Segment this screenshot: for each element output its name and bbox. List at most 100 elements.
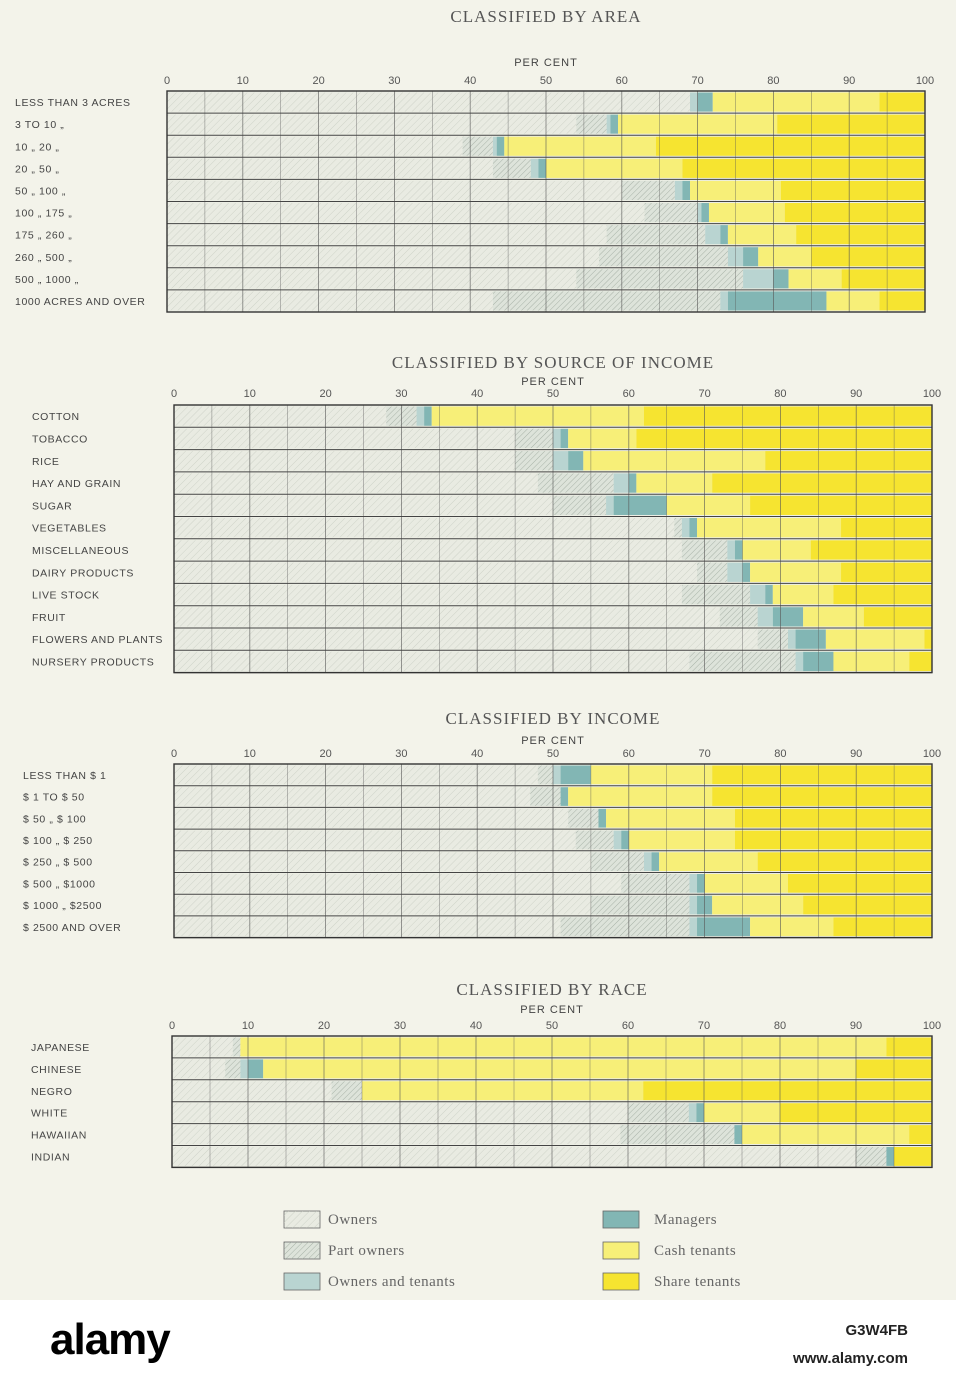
bar-hatch-part-owners bbox=[537, 765, 553, 785]
axis-label: PER CENT bbox=[521, 735, 585, 747]
bar-segment-cash-tenants bbox=[712, 92, 880, 112]
bar-segment-managers bbox=[720, 225, 728, 245]
bar-segment-cash-tenants bbox=[568, 428, 637, 449]
legend-item-cash-tenants: Cash tenants bbox=[602, 1241, 736, 1260]
category-label: 3 TO 10 „ bbox=[15, 119, 64, 131]
stacked-bar-charts: CLASSIFIED BY AREA PER CENT 0 10 20 30 40 50 60 7… bbox=[15, 7, 941, 1291]
bar-hatch-part-owners bbox=[628, 1103, 689, 1123]
category-label: $ 250 „ $ 500 bbox=[23, 857, 93, 869]
bar-segment-share-tenants bbox=[712, 787, 932, 806]
plot-frame bbox=[166, 90, 926, 313]
tick-label: 10 bbox=[242, 1020, 254, 1032]
tick-label: 100 bbox=[923, 388, 941, 400]
bar-segment-cash-tenants bbox=[697, 518, 842, 538]
tick-label: 40 bbox=[464, 75, 476, 87]
tick-label: 100 bbox=[923, 1020, 941, 1032]
bar-hatch-owners bbox=[167, 269, 577, 289]
category-label: 10 „ 20 „ bbox=[15, 141, 60, 153]
legend-swatch-hatch bbox=[284, 1211, 320, 1228]
tick-label: 100 bbox=[916, 75, 934, 87]
category-label: FRUIT bbox=[32, 612, 66, 624]
bar-segment-share-tenants bbox=[712, 765, 932, 785]
category-label: $ 1000 „ $2500 bbox=[23, 900, 102, 912]
tick-label: 80 bbox=[767, 75, 779, 87]
bar-hatch-owners bbox=[174, 629, 758, 649]
bar-segment-share-tenants bbox=[643, 406, 932, 426]
watermark-logo: alamy bbox=[50, 1315, 171, 1364]
bar-hatch-owners bbox=[174, 406, 387, 426]
legend-swatch bbox=[602, 1210, 640, 1229]
bar-hatch-owners bbox=[167, 136, 463, 156]
tick-label: 40 bbox=[471, 388, 483, 400]
tick-label: 60 bbox=[623, 388, 635, 400]
bar-segment-managers bbox=[560, 765, 591, 785]
bar-segment-share-tenants bbox=[765, 451, 932, 471]
bar-segment-managers bbox=[734, 1125, 742, 1144]
tick-label: 60 bbox=[623, 748, 635, 760]
bar-hatch-owners bbox=[174, 874, 622, 893]
category-label: WHITE bbox=[31, 1108, 68, 1120]
bar-segment-managers bbox=[496, 136, 505, 156]
tick-label: 30 bbox=[395, 748, 407, 760]
bar-hatch-part-owners bbox=[856, 1147, 887, 1166]
bar-segment-managers bbox=[773, 269, 789, 289]
bar-segment-share-tenants bbox=[643, 1081, 932, 1101]
bar-hatch-part-owners bbox=[568, 808, 599, 828]
bar-segment-owners-and-tenants bbox=[681, 518, 690, 538]
bar-segment-owners-and-tenants bbox=[553, 428, 561, 449]
watermark-footer bbox=[0, 1300, 956, 1390]
tick-label: 20 bbox=[319, 748, 331, 760]
bar-segment-share-tenants bbox=[796, 225, 925, 245]
bar-segment-share-tenants bbox=[886, 1037, 932, 1057]
tick-label: 0 bbox=[171, 388, 177, 400]
bar-segment-cash-tenants bbox=[742, 540, 811, 560]
bar-segment-owners-and-tenants bbox=[689, 917, 698, 937]
tick-label: 20 bbox=[318, 1020, 330, 1032]
bar-hatch-owners bbox=[167, 225, 607, 245]
bar-segment-cash-tenants bbox=[712, 895, 804, 915]
tick-label: 0 bbox=[171, 748, 177, 760]
bar-segment-owners-and-tenants bbox=[689, 874, 698, 893]
bar-segment-cash-tenants bbox=[708, 203, 785, 223]
panel-title: CLASSIFIED BY AREA bbox=[450, 7, 641, 26]
bar-segment-owners-and-tenants bbox=[553, 765, 561, 785]
bar-segment-cash-tenants bbox=[636, 473, 713, 493]
bar-segment-managers bbox=[795, 629, 826, 649]
legend-label: Cash tenants bbox=[654, 1243, 736, 1259]
bar-segment-managers bbox=[765, 584, 773, 605]
bar-segment-owners-and-tenants bbox=[613, 473, 629, 493]
bar-segment-managers bbox=[727, 291, 827, 311]
watermark-image-id: G3W4FB bbox=[845, 1322, 908, 1339]
bar-hatch-part-owners bbox=[232, 1037, 241, 1057]
bar-segment-share-tenants bbox=[879, 92, 925, 112]
bar-segment-managers bbox=[610, 114, 619, 134]
bar-hatch-owners bbox=[167, 92, 691, 112]
bar-segment-cash-tenants bbox=[583, 451, 766, 471]
bar-segment-managers bbox=[701, 203, 709, 223]
bar-hatch-owners bbox=[174, 584, 682, 605]
bar-hatch-owners bbox=[167, 158, 493, 178]
tick-label: 70 bbox=[698, 388, 710, 400]
bar-segment-owners-and-tenants bbox=[613, 830, 622, 850]
panel-classified-by-area: CLASSIFIED BY AREA PER CENT 0 10 20 30 40 50 60 7… bbox=[15, 7, 934, 313]
bar-hatch-part-owners bbox=[757, 629, 788, 649]
bar-hatch-part-owners bbox=[576, 114, 607, 134]
bar-segment-managers bbox=[696, 1103, 704, 1123]
bar-segment-owners-and-tenants bbox=[416, 406, 425, 426]
bar-hatch-part-owners bbox=[697, 562, 728, 582]
legend: Owners Part owners Owners and tenants Manag… bbox=[283, 1210, 740, 1291]
bar-segment-managers bbox=[697, 917, 751, 937]
tick-label: 80 bbox=[774, 748, 786, 760]
bar-segment-share-tenants bbox=[734, 830, 932, 850]
bar-segment-cash-tenants bbox=[546, 158, 683, 178]
bar-hatch-part-owners bbox=[492, 158, 531, 178]
bar-segment-cash-tenants bbox=[742, 1125, 910, 1144]
bar-segment-cash-tenants bbox=[659, 852, 758, 871]
plot-frame bbox=[173, 404, 933, 674]
category-label: HAWAIIAN bbox=[31, 1130, 87, 1142]
bar-segment-managers bbox=[772, 607, 804, 627]
tick-label: 90 bbox=[843, 75, 855, 87]
bar-segment-share-tenants bbox=[757, 852, 932, 871]
bar-segment-managers bbox=[651, 852, 660, 871]
category-label: 260 „ 500 „ bbox=[15, 252, 72, 264]
